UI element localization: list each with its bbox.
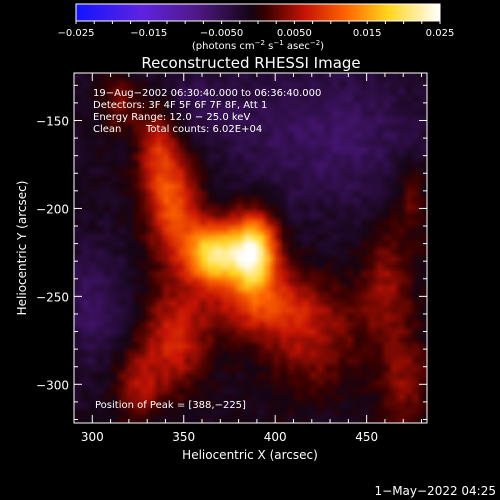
info-detectors: Detectors: 3F 4F 5F 6F 7F 8F, Att 1 [93, 100, 267, 111]
info-counts: Total counts: 6.02E+04 [145, 124, 262, 135]
colorbar [76, 4, 440, 21]
y-tick-label: −250 [36, 290, 69, 304]
y-tick-label: −300 [36, 378, 69, 392]
x-tick-label: 400 [264, 430, 287, 444]
info-clean: Clean [93, 124, 121, 135]
chart-title: Reconstructed RHESSI Image [141, 54, 360, 72]
info-energy: Energy Range: 12.0 − 25.0 keV [93, 112, 250, 123]
colorbar-tick-label: −0.0050 [200, 28, 243, 39]
y-tick-label: −150 [36, 114, 69, 128]
colorbar-tick-label: −0.015 [130, 28, 167, 39]
colorbar-frame [75, 3, 441, 22]
colorbar-tick-label: 0.015 [353, 28, 382, 39]
info-time: 19−Aug−2002 06:30:40.000 to 06:36:40.000 [93, 88, 321, 99]
x-axis-ticks [91, 73, 423, 423]
colorbar-tick-label: 0.025 [426, 28, 455, 39]
x-tick-label: 300 [81, 430, 104, 444]
x-axis-label: Heliocentric X (arcsec) [182, 448, 318, 462]
peak-position-label: Position of Peak = [388,−225] [95, 400, 246, 411]
x-axis-tick-labels: 300 350 400 450 [81, 430, 378, 444]
colorbar-tick-label: 0.0050 [277, 28, 312, 39]
info-annotations: 19−Aug−2002 06:30:40.000 to 06:36:40.000… [93, 88, 321, 135]
x-tick-label: 350 [172, 430, 195, 444]
colorbar-tick-labels: −0.025 −0.015 −0.0050 0.0050 0.015 0.025 [57, 28, 454, 39]
y-axis-label: Heliocentric Y (arcsec) [15, 181, 29, 316]
y-axis-tick-labels: −150 −200 −250 −300 [36, 114, 69, 392]
colorbar-tick-label: −0.025 [57, 28, 94, 39]
plot-frame [73, 72, 428, 424]
y-tick-label: −200 [36, 202, 69, 216]
colorbar-unit-label: (photons cm−2 s−1 asec−2) [192, 39, 324, 52]
y-axis-ticks [74, 84, 427, 420]
heatmap-image [74, 73, 427, 423]
footer-timestamp: 1−May−2022 04:25 [375, 484, 497, 498]
x-tick-label: 450 [355, 430, 378, 444]
